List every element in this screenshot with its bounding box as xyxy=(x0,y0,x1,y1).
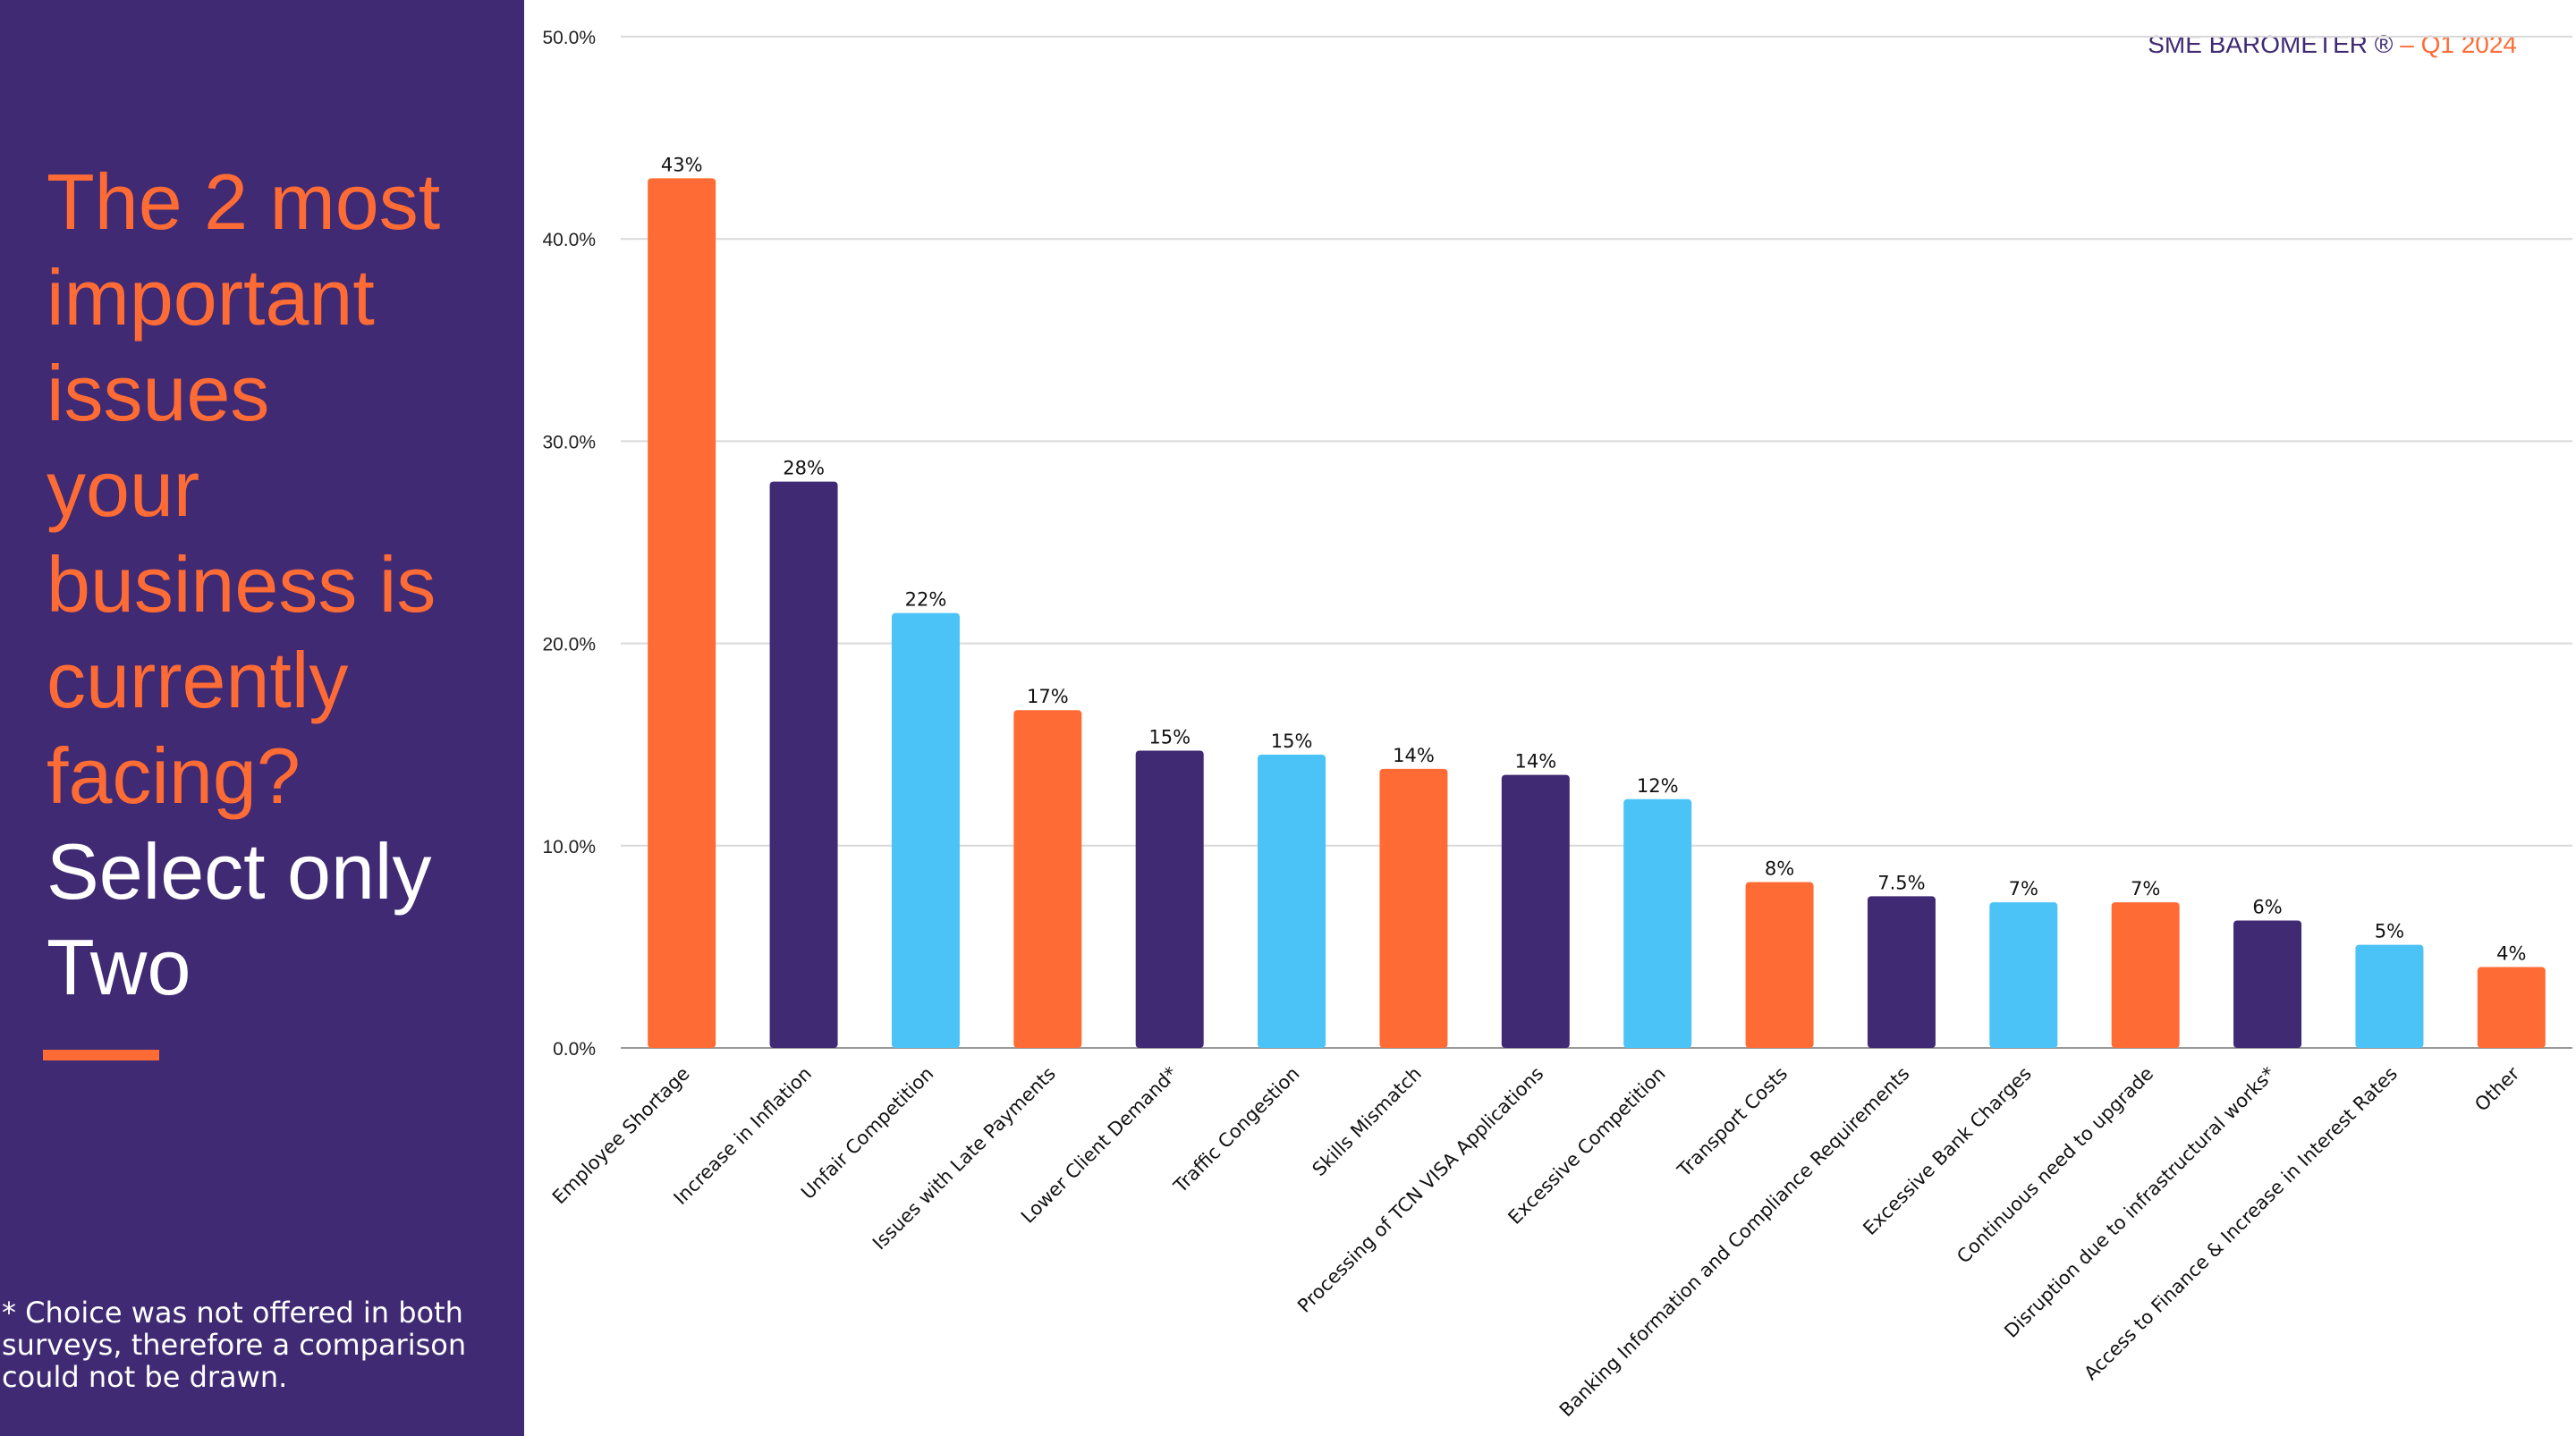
y-tick-label: 20.0% xyxy=(542,635,596,655)
bar xyxy=(648,178,716,1049)
question-heading: The 2 most important issues your busines… xyxy=(47,154,512,1015)
instruction-line: Two xyxy=(47,923,191,1011)
question-line: your xyxy=(47,444,200,533)
instruction-line: Select only xyxy=(47,827,432,916)
bar xyxy=(1379,768,1448,1048)
data-label: 28% xyxy=(783,458,825,479)
question-line: The 2 most xyxy=(47,157,441,246)
bar xyxy=(769,481,838,1048)
bar xyxy=(2355,944,2424,1048)
x-tick-label: Traffic Congestion xyxy=(1169,1063,1304,1198)
x-tick-label: Skills Mismatch xyxy=(1309,1063,1426,1180)
data-label: 5% xyxy=(2375,921,2404,942)
x-tick-label: Employee Shortage xyxy=(548,1063,694,1209)
x-tick-label: Unfair Competition xyxy=(797,1063,937,1204)
data-label: 17% xyxy=(1027,686,1069,707)
y-tick-label: 50.0% xyxy=(542,28,596,48)
y-tick-label: 40.0% xyxy=(542,230,596,250)
sidebar-panel: The 2 most important issues your busines… xyxy=(0,0,524,1436)
brand-header: SME BAROMETER ® – Q1 2024 xyxy=(1968,30,2517,59)
data-label: 15% xyxy=(1148,726,1191,748)
x-tick-label: Processing of TCN VISA Applications xyxy=(1293,1063,1547,1317)
question-line: important xyxy=(47,253,375,342)
x-tick-label: Increase in Inflation xyxy=(670,1063,816,1209)
data-label: 43% xyxy=(661,154,703,175)
bar xyxy=(891,612,960,1048)
data-label: 7% xyxy=(2131,878,2160,900)
data-label: 6% xyxy=(2252,896,2282,917)
data-label: 7% xyxy=(2009,878,2038,900)
bar xyxy=(2233,920,2302,1048)
data-label: 15% xyxy=(1271,731,1313,752)
bar xyxy=(1867,896,1936,1048)
bar xyxy=(1013,710,1082,1048)
bar xyxy=(1258,755,1326,1048)
x-tick-label: Transport Costs xyxy=(1673,1063,1792,1182)
brand-period: Q1 2024 xyxy=(2420,30,2517,58)
bar xyxy=(2477,967,2546,1048)
data-label: 4% xyxy=(2496,943,2526,965)
x-tick-label: Continuous need to upgrade xyxy=(1953,1063,2157,1268)
question-line: facing? xyxy=(47,731,301,820)
y-tick-label: 0.0% xyxy=(553,1039,596,1060)
brand-name: SME BAROMETER ® xyxy=(2148,30,2394,58)
data-label: 8% xyxy=(1765,858,1794,880)
question-line: issues xyxy=(47,349,270,437)
data-label: 12% xyxy=(1637,775,1679,797)
accent-divider xyxy=(43,1050,159,1060)
bar xyxy=(1745,882,1814,1048)
bar xyxy=(1135,750,1204,1048)
bar xyxy=(2111,902,2180,1048)
question-line: currently xyxy=(47,636,349,724)
y-tick-label: 30.0% xyxy=(542,432,596,452)
x-tick-label: Other xyxy=(2470,1062,2523,1115)
bar xyxy=(1623,798,1692,1048)
footnote: * Choice was not offered in both surveys… xyxy=(2,1296,467,1394)
data-label: 22% xyxy=(905,589,947,611)
data-label: 14% xyxy=(1514,751,1556,773)
bar xyxy=(1989,902,2058,1048)
x-tick-label: Disruption due to infrastructural works* xyxy=(2000,1063,2279,1342)
data-label: 7.5% xyxy=(1877,872,1925,893)
bar xyxy=(1501,774,1570,1048)
y-tick-label: 10.0% xyxy=(542,837,596,857)
data-label: 14% xyxy=(1393,745,1435,766)
bar-chart: 0.0% 10.0% 20.0% 30.0% 40.0% 50.0% 43% Employee… xyxy=(542,28,2572,1421)
question-line: business is xyxy=(47,540,436,629)
